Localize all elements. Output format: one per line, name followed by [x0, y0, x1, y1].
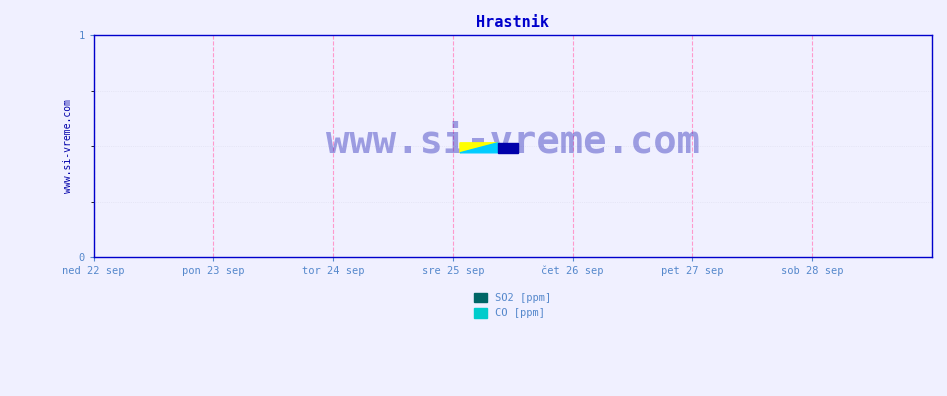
Text: www.si-vreme.com: www.si-vreme.com: [326, 123, 700, 161]
Legend: SO2 [ppm], CO [ppm]: SO2 [ppm], CO [ppm]: [470, 289, 556, 323]
Bar: [498, 143, 518, 153]
Polygon shape: [460, 143, 498, 153]
Y-axis label: www.si-vreme.com: www.si-vreme.com: [63, 99, 73, 193]
Polygon shape: [460, 143, 498, 153]
Title: Hrastnik: Hrastnik: [476, 15, 549, 30]
